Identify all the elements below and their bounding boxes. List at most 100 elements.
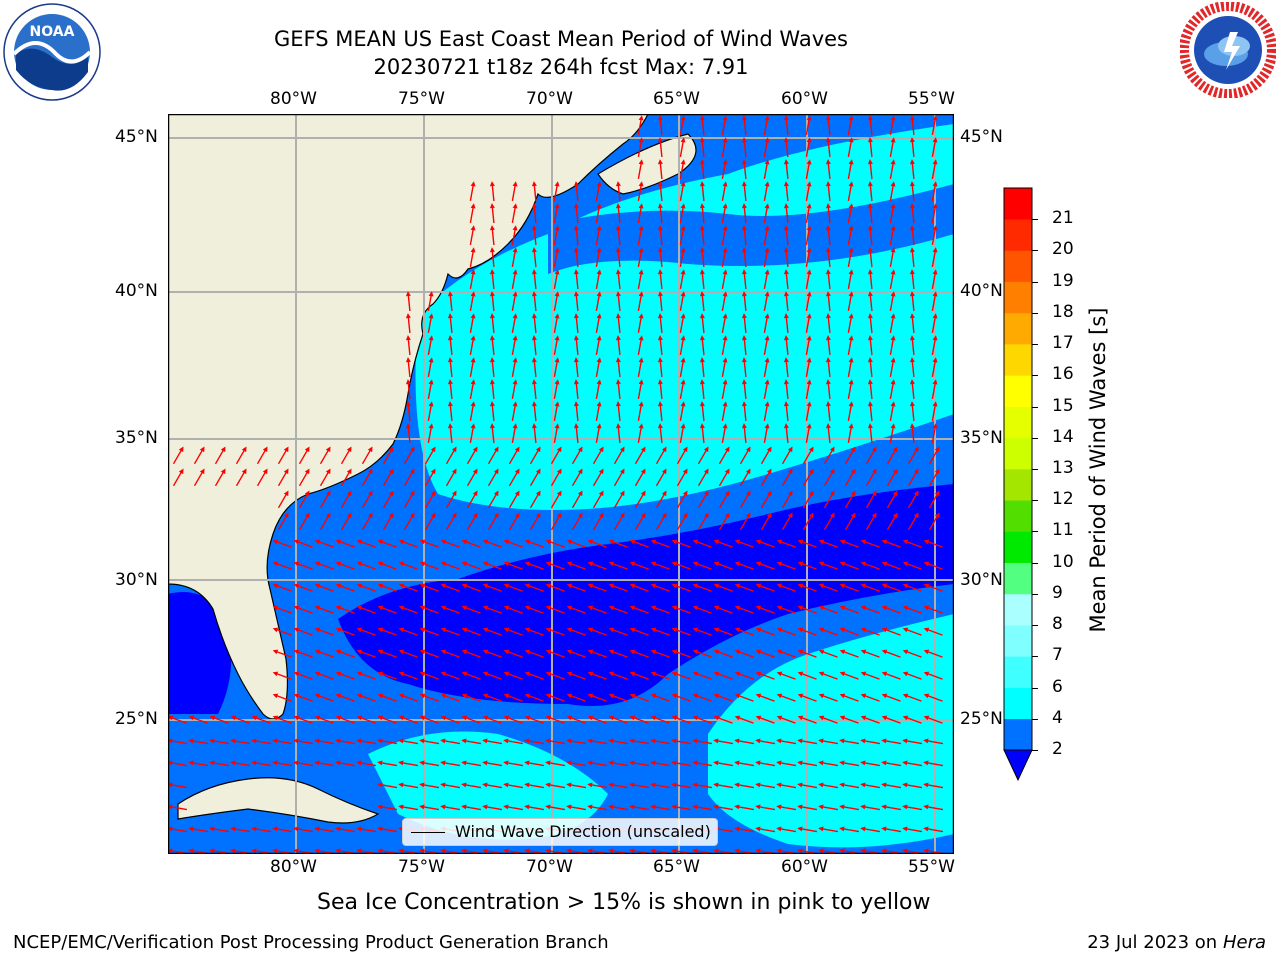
wind-wave-arrowhead	[482, 738, 488, 744]
wind-wave-arrowhead	[440, 848, 446, 854]
wind-wave-arrowhead	[890, 115, 896, 121]
wind-wave-arrowhead	[531, 203, 537, 209]
wind-wave-arrowhead	[405, 423, 411, 429]
wind-wave-arrowhead	[848, 137, 854, 143]
wind-wave-arrowhead	[482, 804, 488, 810]
wind-wave-arrowhead	[764, 335, 770, 341]
wind-wave-arrowhead	[692, 561, 699, 567]
wind-wave-arrowhead	[848, 203, 854, 209]
wind-wave-arrowhead	[839, 605, 846, 611]
wind-wave-arrowhead	[692, 627, 699, 633]
wind-wave-arrowhead	[806, 357, 812, 363]
wind-wave-arrowhead	[489, 181, 495, 187]
wind-wave-arrowhead	[764, 357, 770, 363]
wind-wave-arrowhead	[680, 137, 686, 143]
wind-wave-arrowhead	[850, 468, 856, 475]
footer-date: 23 Jul 2023 on Hera	[1087, 932, 1266, 953]
wind-wave-arrowhead	[650, 605, 657, 611]
wind-wave-arrowhead	[881, 804, 887, 810]
wind-wave-arrowhead	[806, 159, 812, 165]
wind-wave-arrowhead	[293, 760, 299, 766]
wind-wave-arrowhead	[766, 468, 772, 475]
wind-wave-arrowhead	[566, 561, 573, 567]
wind-wave-arrowhead	[220, 468, 226, 475]
wind-wave-arrowhead	[825, 401, 831, 407]
wind-wave-arrowhead	[818, 649, 825, 655]
wind-wave-arrowhead	[405, 291, 411, 297]
wind-wave-arrowhead	[745, 490, 751, 497]
wind-wave-arrowhead	[657, 225, 663, 231]
wind-wave-arrowhead	[482, 605, 489, 611]
wind-wave-arrowhead	[293, 627, 300, 633]
wind-wave-arrowhead	[377, 561, 384, 567]
wind-wave-arrowhead	[741, 291, 747, 297]
wind-wave-arrowhead	[531, 269, 537, 275]
wind-wave-arrowhead	[902, 539, 909, 545]
wind-wave-arrowhead	[556, 446, 562, 453]
wind-wave-arrowhead	[680, 335, 686, 341]
wind-wave-arrowhead	[657, 313, 663, 319]
wind-wave-arrowhead	[680, 181, 686, 187]
wind-wave-arrowhead	[783, 379, 789, 385]
deep-blue-region-under-2s	[338, 484, 954, 706]
wind-wave-arrowhead	[692, 848, 698, 854]
lat-label-left-25n: 25°N	[115, 709, 158, 729]
wind-wave-arrowhead	[713, 649, 720, 655]
wind-wave-arrowhead	[304, 446, 310, 453]
wind-wave-arrowhead	[596, 313, 602, 319]
wind-wave-arrowhead	[902, 782, 908, 788]
wind-wave-arrowhead	[251, 738, 257, 744]
wind-wave-arrowhead	[839, 826, 845, 832]
wind-wave-arrowhead	[489, 313, 495, 319]
wind-wave-arrowhead	[272, 583, 279, 589]
wind-wave-arrowhead	[657, 401, 663, 407]
wind-wave-arrowhead	[440, 782, 446, 788]
wind-wave-arrowhead	[554, 269, 560, 275]
wind-wave-arrowhead	[764, 225, 770, 231]
land-cuba	[177, 777, 380, 824]
wind-wave-arrowhead	[764, 401, 770, 407]
wind-wave-arrowhead	[587, 693, 594, 699]
wind-wave-arrowhead	[638, 313, 644, 319]
wind-wave-arrowhead	[440, 715, 447, 721]
wind-wave-arrowhead	[388, 446, 394, 453]
wind-wave-arrowhead	[722, 291, 728, 297]
wind-wave-arrowhead	[489, 291, 495, 297]
wind-wave-arrowhead	[848, 247, 854, 253]
wind-wave-arrowhead	[860, 782, 866, 788]
wind-wave-arrowhead	[902, 848, 908, 854]
wind-wave-arrowhead	[755, 738, 761, 744]
wind-wave-arrowhead	[867, 137, 873, 143]
wind-wave-arrowhead	[598, 446, 604, 453]
colorbar-bin	[1004, 469, 1032, 501]
wind-wave-arrowhead	[764, 313, 770, 319]
wind-wave-arrowhead	[335, 539, 342, 545]
colorbar-bin	[1004, 344, 1032, 376]
wind-wave-arrowhead	[545, 848, 551, 854]
wind-wave-arrowhead	[818, 693, 825, 699]
wind-wave-arrowhead	[638, 137, 644, 143]
wind-wave-arrowhead	[629, 782, 635, 788]
colorbar-tick-mark	[1032, 375, 1038, 377]
wind-wave-arrowhead	[461, 715, 468, 721]
wind-wave-arrowhead	[797, 649, 804, 655]
colorbar-bin	[1004, 375, 1032, 407]
wind-wave-arrowhead	[587, 671, 594, 677]
colorbar-bin	[1004, 656, 1032, 688]
wind-wave-arrowhead	[489, 335, 495, 341]
wind-wave-arrowhead	[692, 693, 699, 699]
wind-wave-arrowhead	[818, 826, 824, 832]
lon-label-top-80w: 80°W	[270, 89, 317, 109]
wind-wave-arrowhead	[367, 468, 373, 475]
wind-wave-arrowhead	[923, 804, 929, 810]
wind-wave-arrowhead	[440, 561, 447, 567]
wind-wave-arrowhead	[556, 512, 562, 519]
wind-wave-arrowhead	[787, 512, 793, 519]
wind-wave-arrowhead	[629, 671, 636, 677]
wind-wave-arrowhead	[503, 539, 510, 545]
colorbar-tick-label: 20	[1052, 239, 1074, 260]
wind-wave-arrowhead	[867, 335, 873, 341]
colorbar-tick-label: 9	[1052, 582, 1063, 603]
wind-wave-arrowhead	[909, 313, 915, 319]
wind-wave-arrowhead	[293, 738, 299, 744]
